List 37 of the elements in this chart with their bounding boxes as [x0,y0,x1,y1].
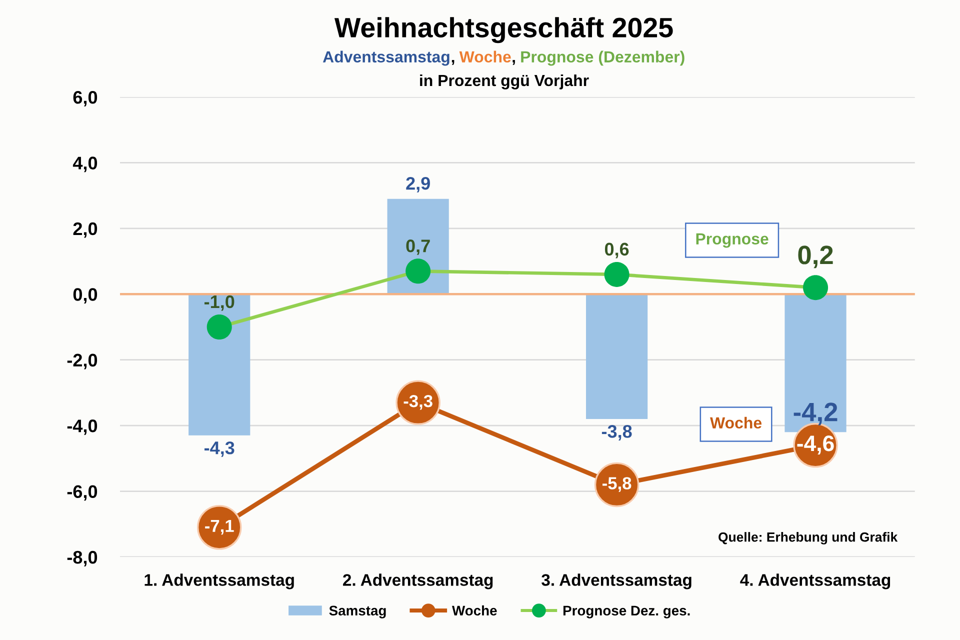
x-tick-label: 1. Adventssamstag [144,574,294,590]
legend-label: Prognose Dez. ges. [563,606,690,618]
data-label: -4,3 [204,441,234,457]
annotation: Prognose [696,233,768,248]
data-label: -5,8 [602,477,632,492]
y-tick-label: -6,0 [67,485,98,501]
point [803,275,828,300]
legend-label: Samstag [329,606,386,618]
data-label: -3,3 [404,394,432,410]
y-tick-label: -4,0 [67,420,98,435]
x-tick-label: 3. Adventssamstag [542,574,692,590]
text: in Prozent ggü Vorjahr [420,74,589,90]
data-label: -4,2 [794,402,838,426]
data-label: -1,0 [204,295,234,311]
data-label: 0,7 [406,240,430,255]
annotation: Quelle: Erhebung und Grafik [718,532,898,544]
y-tick-label: 6,0 [73,90,98,106]
x-tick-label: 4. Adventssamstag [740,574,890,590]
point [206,314,232,340]
data-label: -7,1 [205,520,234,535]
y-tick-label: -2,0 [67,354,98,370]
data-label: 0,2 [798,246,833,268]
point [604,262,630,287]
legend-label: Woche [452,605,497,616]
data-label: -3,8 [602,425,632,440]
x-tick-label: 2. Adventssamstag [343,574,493,590]
data-label: -4,6 [797,436,834,454]
chart-subtitle: Adventssamstag, Woche, Prognose (Dezember) [322,50,684,66]
y-tick-label: 0,0 [73,288,98,304]
point [406,258,431,284]
y-tick-label: -8,0 [67,550,98,566]
annotation: Woche [710,416,762,429]
y-tick-label: 2,0 [73,222,98,238]
y-tick-label: 4,0 [72,156,98,172]
data-label: 2,9 [406,176,430,192]
chart-title: Weihnachtsgeschäft 2025 [334,17,673,44]
data-label: 0,6 [604,242,629,258]
